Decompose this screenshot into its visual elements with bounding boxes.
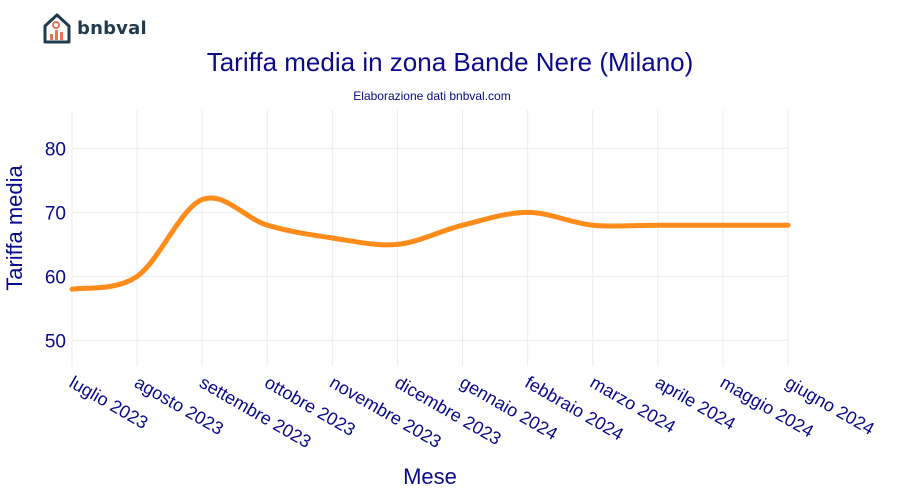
brand-name: bnbval [77,17,147,39]
series-line [69,195,791,292]
y-ticks: 50 60 70 80 [45,139,66,352]
house-chart-icon [43,13,71,44]
y-tick-label: 60 [45,267,66,288]
y-tick-label: 50 [45,331,66,352]
chart-subtitle: Elaborazione dati bnbval.com [353,89,510,103]
chart-title: Tariffa media in zona Bande Nere (Milano… [207,47,694,77]
y-axis-label: Tariffa media [2,164,27,290]
series-group [69,195,791,292]
x-tick-label: settembre 2023 [196,372,314,452]
x-tick-label: novembre 2023 [326,372,444,452]
brand-logo: bnbval [42,12,147,44]
y-tick-label: 70 [45,203,66,224]
x-axis-label: Mese [403,464,457,489]
y-tick-label: 80 [45,139,66,160]
